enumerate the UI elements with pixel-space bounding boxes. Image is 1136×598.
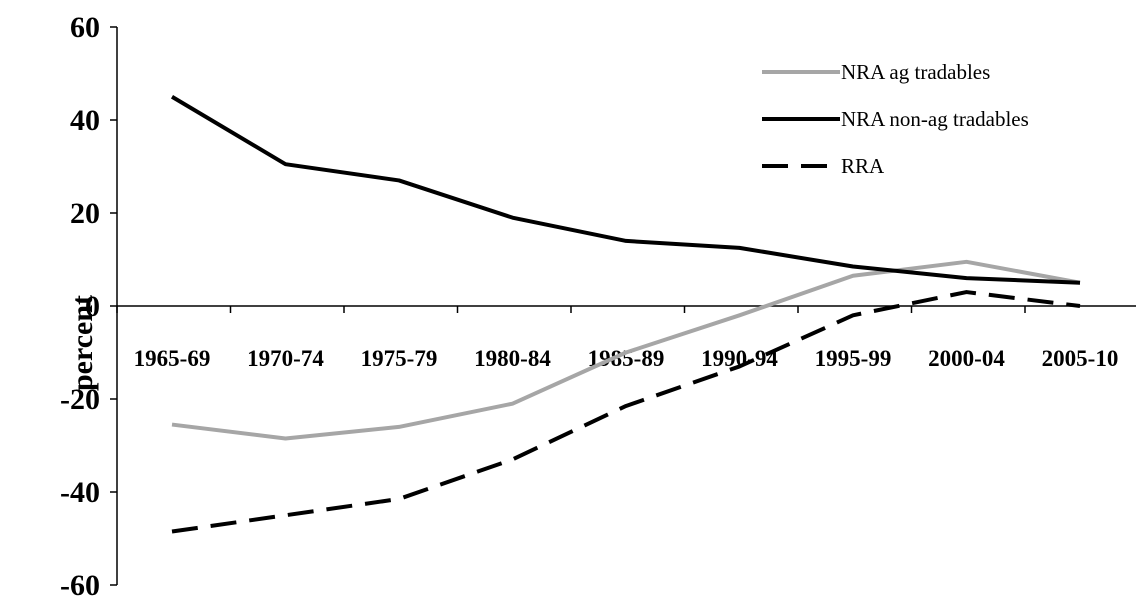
y-axis: 60 40 20 0 -20 -40 -60	[60, 11, 118, 598]
x-tick-label: 2000-04	[928, 346, 1005, 371]
y-tick-label: 40	[70, 104, 100, 137]
y-tick-label: 60	[70, 11, 100, 44]
legend-label-2: RRA	[841, 154, 885, 178]
series-line-0	[171, 259, 1081, 441]
series-lines	[170, 95, 1081, 534]
x-tick-label: 1995-99	[815, 346, 892, 371]
x-tick-label: 1965-69	[134, 346, 211, 371]
legend-label-0: NRA ag tradables	[841, 60, 990, 84]
y-tick-label: 20	[70, 197, 100, 230]
x-tick-label: 1980-84	[474, 346, 551, 371]
x-tick-label: 1975-79	[361, 346, 438, 371]
x-tick-label: 1970-74	[247, 346, 324, 371]
y-tick-label: -20	[60, 383, 100, 416]
legend-label-1: NRA non-ag tradables	[841, 107, 1029, 131]
series-line-2	[171, 290, 1081, 534]
y-tick-label: -40	[60, 476, 100, 509]
series-line-1	[170, 95, 1081, 285]
x-tick-label: 2005-10	[1042, 346, 1119, 371]
legend: NRA ag tradables NRA non-ag tradables RRA	[762, 60, 1029, 178]
y-axis-label: percent	[66, 295, 99, 391]
y-tick-label: 0	[85, 290, 100, 323]
x-axis: 1965-69 1970-74 1975-79 1980-84 1985-89 1990-…	[116, 305, 1136, 371]
y-tick-label: -60	[60, 569, 100, 598]
x-tick-label: 1985-89	[588, 346, 665, 371]
